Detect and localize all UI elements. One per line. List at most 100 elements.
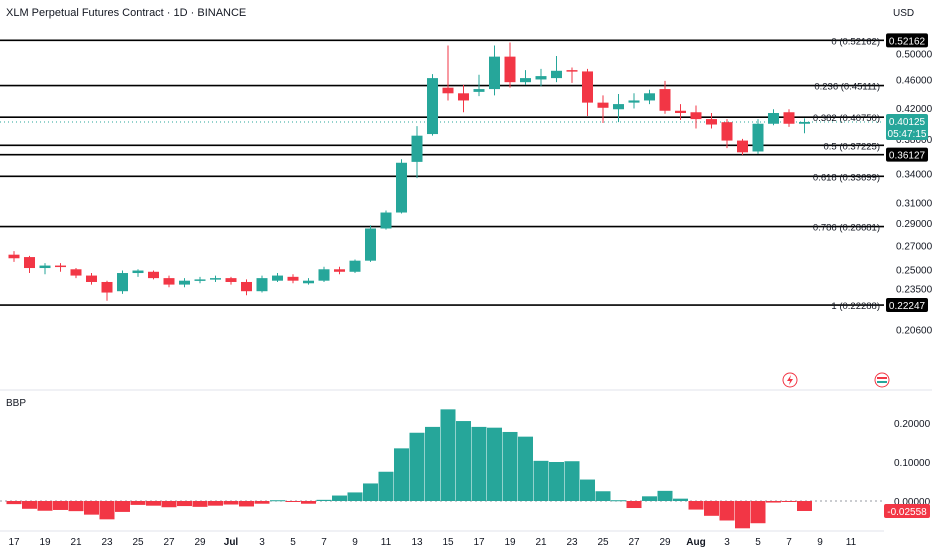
candle (334, 269, 345, 272)
time-axis-tick: 7 (321, 537, 327, 548)
bbp-bar (440, 409, 456, 501)
bbp-bar (363, 483, 378, 501)
candle (628, 100, 640, 103)
flash-icon[interactable] (782, 372, 798, 388)
time-axis-tick: 21 (535, 537, 547, 548)
price-layer: 0 (0.52162) 0.236 (0.45111) 0.382 (0.40750… (0, 36, 884, 312)
bbp-axis-tick: 0.00000 (894, 497, 931, 508)
bbp-bar (146, 501, 161, 506)
bbp-bar (22, 501, 37, 509)
time-axis-tick: 9 (352, 537, 358, 548)
bbp-bar (332, 495, 347, 501)
price-axis-tick: 0.38000 (896, 135, 932, 146)
bbp-axis-tick: 0.10000 (894, 458, 931, 469)
price-axis-tick: 0.20600 (896, 326, 932, 337)
candle (241, 281, 252, 292)
price-axis-tick: 0.42000 (896, 104, 932, 115)
candle (396, 162, 407, 213)
time-axis-tick: 29 (659, 537, 671, 548)
bbp-indicator-label: BBP (6, 398, 26, 409)
bbp-bar (37, 501, 53, 511)
candle (101, 281, 113, 293)
bbp-bar (797, 501, 812, 511)
fib-price-tag-bg (886, 298, 928, 313)
time-axis-tick: 17 (473, 537, 485, 548)
candle (117, 273, 128, 292)
bbp-bar (270, 500, 285, 502)
bbp-bar (502, 431, 518, 501)
bbp-bar (626, 501, 642, 509)
price-axis-tick: 0.50000 (896, 50, 932, 61)
candle (148, 271, 159, 279)
candle (737, 140, 748, 153)
bbp-bar (192, 501, 208, 507)
bbp-bar (68, 501, 84, 512)
bbp-bar (316, 499, 332, 501)
chart-title: XLM Perpetual Futures Contract · 1D · BI… (6, 7, 246, 19)
bbp-bar (239, 501, 254, 507)
bbp-bar (471, 426, 487, 501)
candle (675, 110, 686, 114)
bbp-bar (704, 501, 719, 516)
candle (272, 275, 283, 281)
bbp-bar (285, 501, 301, 502)
bbp-bar (208, 501, 223, 506)
candle (752, 123, 764, 152)
fib-price-tag: 0.52162 (889, 36, 926, 47)
time-axis-tick: 23 (566, 537, 578, 548)
bbp-bar (130, 501, 146, 505)
candle (256, 278, 268, 292)
bbp-bar (750, 501, 766, 524)
fib-label: 0 (0.52162) (831, 36, 880, 47)
bbp-bar (177, 501, 192, 507)
current-price-tag-bg (886, 113, 928, 140)
countdown-tag: 05:47:15 (888, 129, 927, 140)
bbp-bar (673, 498, 688, 501)
time-axis-tick: 9 (817, 537, 823, 548)
bbp-bar (99, 501, 115, 520)
candle (551, 70, 562, 79)
candle (55, 265, 66, 268)
bbp-axis-tick: 0.20000 (894, 419, 931, 430)
time-axis-tick: 19 (39, 537, 51, 548)
bbp-bar (347, 492, 363, 501)
bbp-bar (425, 426, 440, 501)
bbp-bar (161, 501, 177, 508)
time-axis-tick: 5 (755, 537, 761, 548)
time-axis-tick: 11 (846, 537, 857, 548)
bbp-bar (409, 432, 425, 501)
earnings-icon[interactable] (874, 372, 890, 388)
current-price-tag: 0.40125 (889, 117, 926, 128)
time-axis-tick: 17 (8, 537, 20, 548)
candle (163, 278, 175, 285)
bbp-bar (657, 490, 673, 501)
time-axis-tick: 19 (504, 537, 516, 548)
candle (194, 279, 206, 281)
time-axis-tick: Aug (686, 537, 705, 548)
time-axis-tick: 27 (163, 537, 175, 548)
candle (520, 78, 531, 83)
bbp-bar (580, 479, 595, 501)
bbp-bar (533, 460, 549, 501)
bbp-bar (53, 501, 68, 510)
bbp-bar (766, 501, 781, 503)
candle (644, 93, 655, 101)
bbp-bar (223, 501, 239, 505)
bbp-bar (719, 501, 735, 521)
fib-price-tag: 0.22247 (889, 301, 926, 312)
candle (24, 257, 35, 269)
bbp-layer (0, 409, 884, 529)
candle (287, 276, 299, 281)
candle (690, 112, 702, 120)
candle (659, 89, 671, 111)
time-axis-tick: 25 (132, 537, 144, 548)
candle (489, 56, 500, 90)
bbp-bar (115, 501, 130, 512)
currency-label: USD (893, 8, 914, 19)
bbp-bar (688, 501, 704, 510)
candle (365, 228, 376, 261)
bbp-bar (6, 501, 22, 505)
price-axis-tick: 0.46000 (896, 75, 932, 86)
price-axis-tick: 0.31000 (896, 198, 932, 209)
